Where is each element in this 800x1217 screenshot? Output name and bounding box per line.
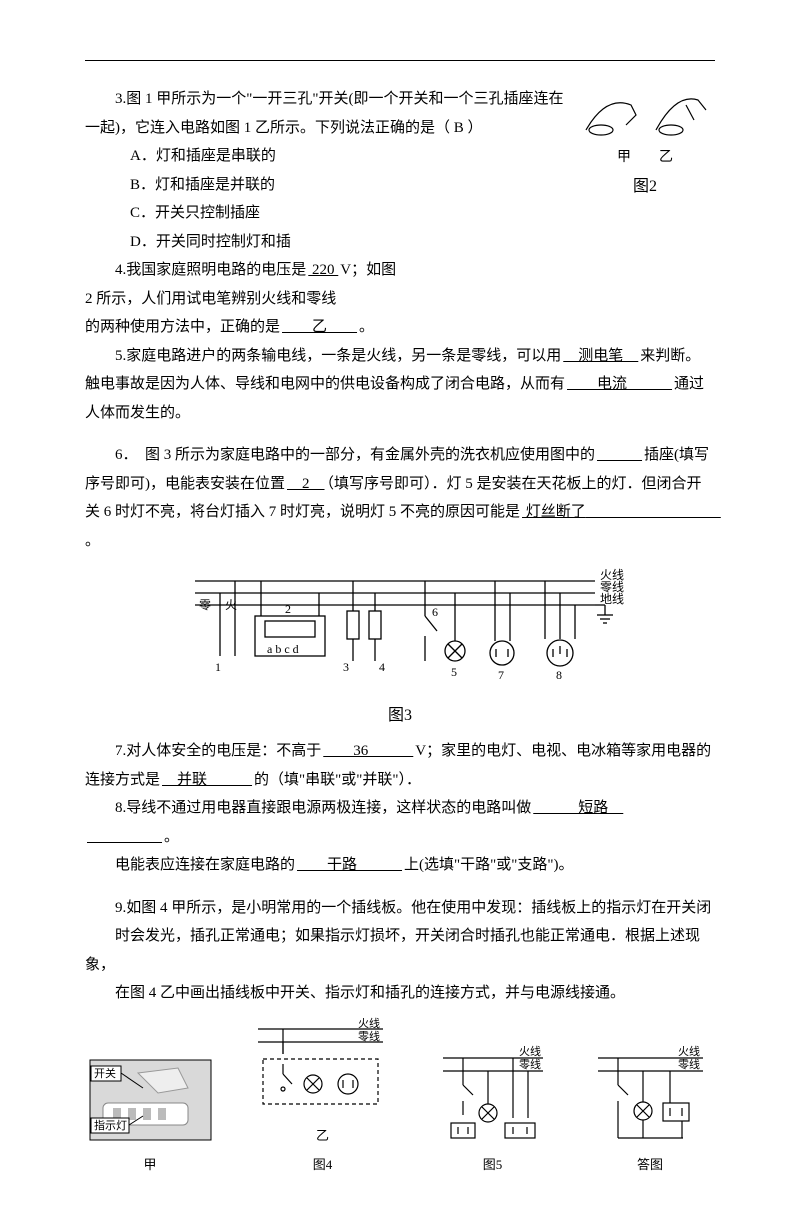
q3-opt-c: C．开关只控制插座 — [85, 199, 715, 228]
q3-opt-d: D．开关同时控制灯和插 — [85, 228, 715, 257]
figure-2: 甲 乙 图2 — [575, 85, 715, 202]
svg-text:2: 2 — [285, 602, 291, 616]
svg-text:火线: 火线 — [519, 1044, 541, 1058]
q5: 5.家庭电路进户的两条输电线，一条是火线，另一条是零线，可以用 测电笔 来判断。… — [85, 342, 715, 428]
q9-p3: 在图 4 乙中画出插线板中开关、指示灯和插孔的连接方式，并与电源线接通。 — [85, 979, 715, 1008]
svg-text:开关: 开关 — [94, 1066, 116, 1080]
q9-p1: 9.如图 4 甲所示，是小明常用的一个插线板。他在使用中发现：插线板上的指示灯在… — [85, 894, 715, 923]
q4-line3: 的两种使用方法中，正确的是 乙 。 — [85, 313, 715, 342]
svg-text:火线: 火线 — [358, 1016, 380, 1030]
svg-text:5: 5 — [451, 665, 457, 679]
figure-3: 零 火 1 2 a b c d 3 4 5 6 7 8 火线 零线 地线 图3 — [85, 561, 715, 731]
svg-text:零线: 零线 — [519, 1057, 541, 1071]
q4-line2: 2 所示，人们用试电笔辨别火线和零线 — [85, 285, 715, 314]
svg-text:6: 6 — [432, 605, 438, 619]
figure-4-row: 开关 指示灯 甲 火线 零线 乙 图 — [85, 1014, 715, 1177]
q7: 7.对人体安全的电压是：不高于 36 V；家里的电灯、电视、电冰箱等家用电器的连… — [85, 737, 715, 794]
q8-a: 8.导线不通过用电器直接跟电源两极连接，这样状态的电路叫做 短路 — [85, 794, 715, 823]
svg-text:1: 1 — [215, 660, 221, 674]
svg-text:火: 火 — [225, 598, 237, 612]
svg-text:火线: 火线 — [678, 1044, 700, 1058]
svg-text:a b c d: a b c d — [267, 642, 299, 656]
svg-text:零线: 零线 — [678, 1057, 700, 1071]
fig3-caption: 图3 — [85, 701, 715, 731]
fig2-yi: 乙 — [659, 150, 673, 165]
svg-text:4: 4 — [379, 660, 385, 674]
q4-line1: 4.我国家庭照明电路的电压是 220 V；如图 — [85, 256, 715, 285]
svg-text:指示灯: 指示灯 — [94, 1118, 127, 1132]
q8-trailblank: 。 — [85, 823, 715, 852]
svg-text:7: 7 — [498, 668, 504, 682]
q6: 6． 图 3 所示为家庭电路中的一部分，有金属外壳的洗衣机应使用图中的 插座(填… — [85, 441, 715, 555]
svg-text:地线: 地线 — [600, 592, 624, 606]
svg-text:3: 3 — [343, 660, 349, 674]
svg-text:零线: 零线 — [358, 1029, 380, 1043]
fig2-jia: 甲 — [617, 150, 631, 165]
svg-text:8: 8 — [556, 668, 562, 682]
fig2-caption: 图2 — [575, 172, 715, 202]
q8-b: 电能表应连接在家庭电路的 干路 上(选填"干路"或"支路")。 — [85, 851, 715, 880]
q9-p2: 时会发光，插孔正常通电；如果指示灯损坏，开关闭合时插孔也能正常通电．根据上述现象… — [85, 922, 715, 979]
svg-text:零: 零 — [199, 598, 211, 612]
